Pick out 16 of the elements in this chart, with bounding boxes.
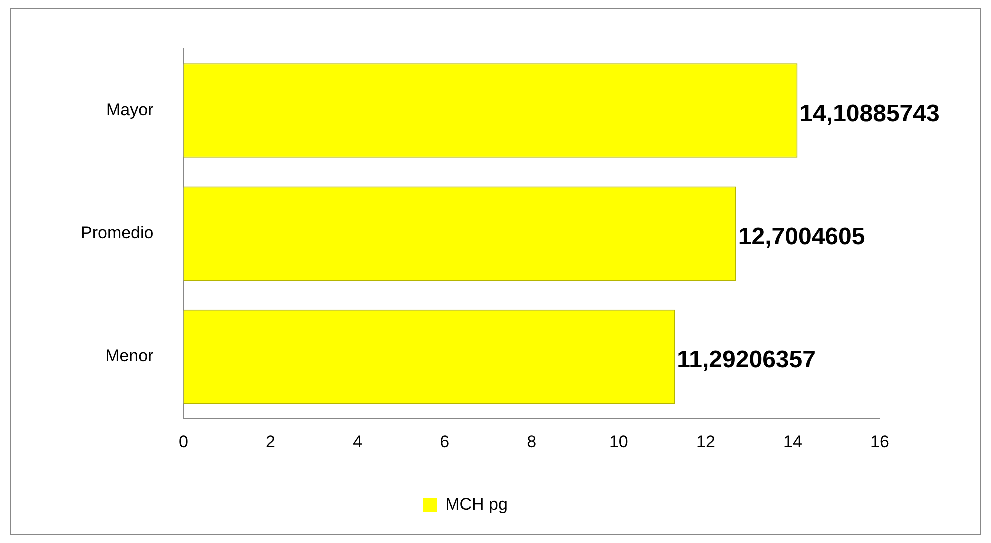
- x-tick-label: 14: [784, 432, 802, 452]
- y-tick-label: Menor: [106, 346, 154, 366]
- x-tick-label: 6: [440, 432, 450, 452]
- y-tick-label: Mayor: [106, 100, 154, 120]
- data-label: 14,10885743: [800, 100, 940, 128]
- x-tick-label: 12: [696, 432, 716, 452]
- x-tick-label: 8: [527, 432, 537, 452]
- x-tick-label: 4: [353, 432, 363, 452]
- x-tick-label: 16: [870, 432, 890, 452]
- data-label: 11,29206357: [677, 346, 816, 374]
- legend-label: MCH pg: [446, 495, 508, 514]
- y-tick-label: Promedio: [80, 224, 154, 243]
- x-tick-label: 10: [609, 432, 628, 452]
- x-tick-label: 0: [179, 432, 188, 452]
- data-label: 12,7004605: [738, 224, 866, 251]
- x-tick-label: 2: [266, 432, 276, 452]
